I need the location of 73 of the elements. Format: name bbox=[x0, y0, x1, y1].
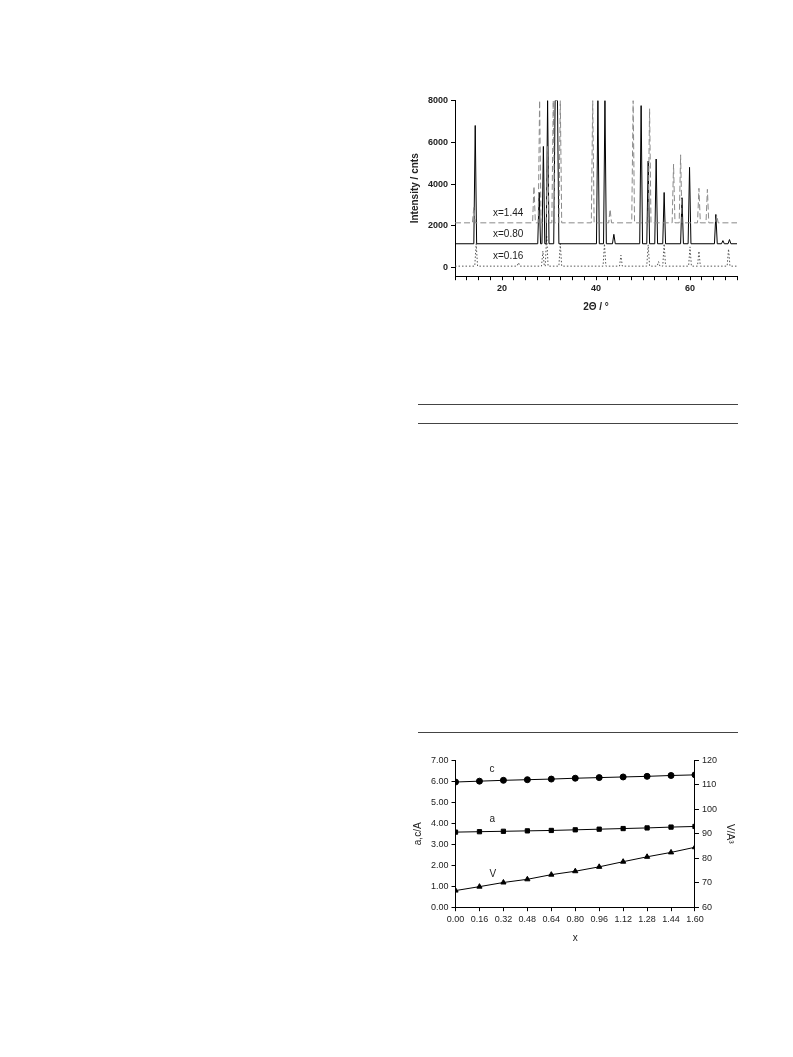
point bbox=[500, 828, 507, 834]
x-tick-label: 1.12 bbox=[614, 914, 632, 925]
y-tick-label: 7.00 bbox=[430, 754, 449, 765]
y-tick-label: 0 bbox=[443, 262, 449, 273]
x-tick-label: 0.64 bbox=[542, 914, 561, 925]
point bbox=[620, 825, 626, 832]
y-tick-label: 4.00 bbox=[430, 817, 449, 828]
x-tick-label: 20 bbox=[497, 283, 508, 294]
y2-tick-label: 110 bbox=[701, 779, 717, 790]
point bbox=[571, 774, 579, 782]
series-label: a bbox=[489, 813, 496, 825]
y-axis-title: Intensity / cnts bbox=[408, 152, 420, 224]
series-label: x=0.80 bbox=[493, 227, 524, 239]
x-tick-label: 1.60 bbox=[686, 914, 704, 925]
y2-tick-label: 80 bbox=[701, 852, 712, 863]
series-label: c bbox=[489, 762, 495, 774]
y2-tick-label: 70 bbox=[701, 877, 712, 888]
point bbox=[523, 776, 531, 784]
point bbox=[596, 863, 603, 869]
point bbox=[643, 853, 651, 859]
x-axis-title: 2Θ / ° bbox=[583, 300, 609, 312]
y-axis-title: a,c/A bbox=[411, 822, 423, 846]
point bbox=[596, 826, 602, 832]
x-tick-label: 0.00 bbox=[446, 914, 465, 925]
series-label: x=0.16 bbox=[493, 249, 524, 261]
point bbox=[644, 825, 650, 831]
point bbox=[548, 871, 555, 877]
x-tick-label: 0.96 bbox=[590, 914, 608, 925]
x-tick-label: 60 bbox=[685, 283, 696, 294]
point bbox=[475, 777, 483, 785]
point bbox=[643, 772, 651, 780]
series-label: x=1.44 bbox=[493, 206, 524, 218]
point bbox=[548, 827, 554, 834]
point bbox=[667, 848, 675, 855]
x-tick-label: 1.28 bbox=[638, 914, 656, 925]
point bbox=[620, 858, 627, 864]
point bbox=[476, 829, 483, 835]
point bbox=[572, 827, 578, 833]
y-tick-label: 2000 bbox=[427, 220, 449, 231]
y2-tick-label: 120 bbox=[701, 754, 718, 765]
point bbox=[619, 773, 627, 781]
y-tick-label: 5.00 bbox=[430, 796, 449, 807]
y-tick-label: 3.00 bbox=[430, 838, 449, 849]
y-tick-label: 1.00 bbox=[430, 880, 449, 891]
y-tick-label: 4000 bbox=[427, 178, 449, 189]
y2-tick-label: 90 bbox=[701, 828, 712, 839]
point bbox=[500, 878, 507, 885]
point bbox=[524, 828, 530, 834]
y-tick-label: 0.00 bbox=[430, 901, 449, 912]
x-tick-label: 0.32 bbox=[494, 914, 513, 925]
x-tick-label: 1.44 bbox=[662, 914, 680, 925]
series-label: V bbox=[489, 868, 497, 880]
x-tick-label: 40 bbox=[591, 283, 602, 294]
y-tick-label: 8000 bbox=[427, 94, 449, 105]
y2-axis-title: V/A³ bbox=[725, 824, 737, 845]
point bbox=[668, 824, 674, 830]
point bbox=[572, 867, 579, 874]
point bbox=[499, 776, 507, 784]
point bbox=[524, 875, 531, 882]
y2-tick-label: 60 bbox=[701, 901, 712, 912]
x-tick-label: 0.16 bbox=[470, 914, 489, 925]
y-tick-label: 6000 bbox=[427, 136, 449, 147]
y-tick-label: 2.00 bbox=[430, 859, 449, 870]
x-axis-title: x bbox=[572, 931, 578, 943]
x-tick-label: 0.48 bbox=[518, 914, 537, 925]
y2-tick-label: 100 bbox=[701, 803, 718, 814]
point bbox=[667, 772, 675, 779]
point bbox=[476, 883, 483, 889]
point bbox=[595, 774, 603, 782]
point bbox=[455, 829, 459, 835]
point bbox=[547, 775, 555, 783]
y-tick-label: 6.00 bbox=[430, 775, 449, 786]
x-tick-label: 0.80 bbox=[566, 914, 585, 925]
